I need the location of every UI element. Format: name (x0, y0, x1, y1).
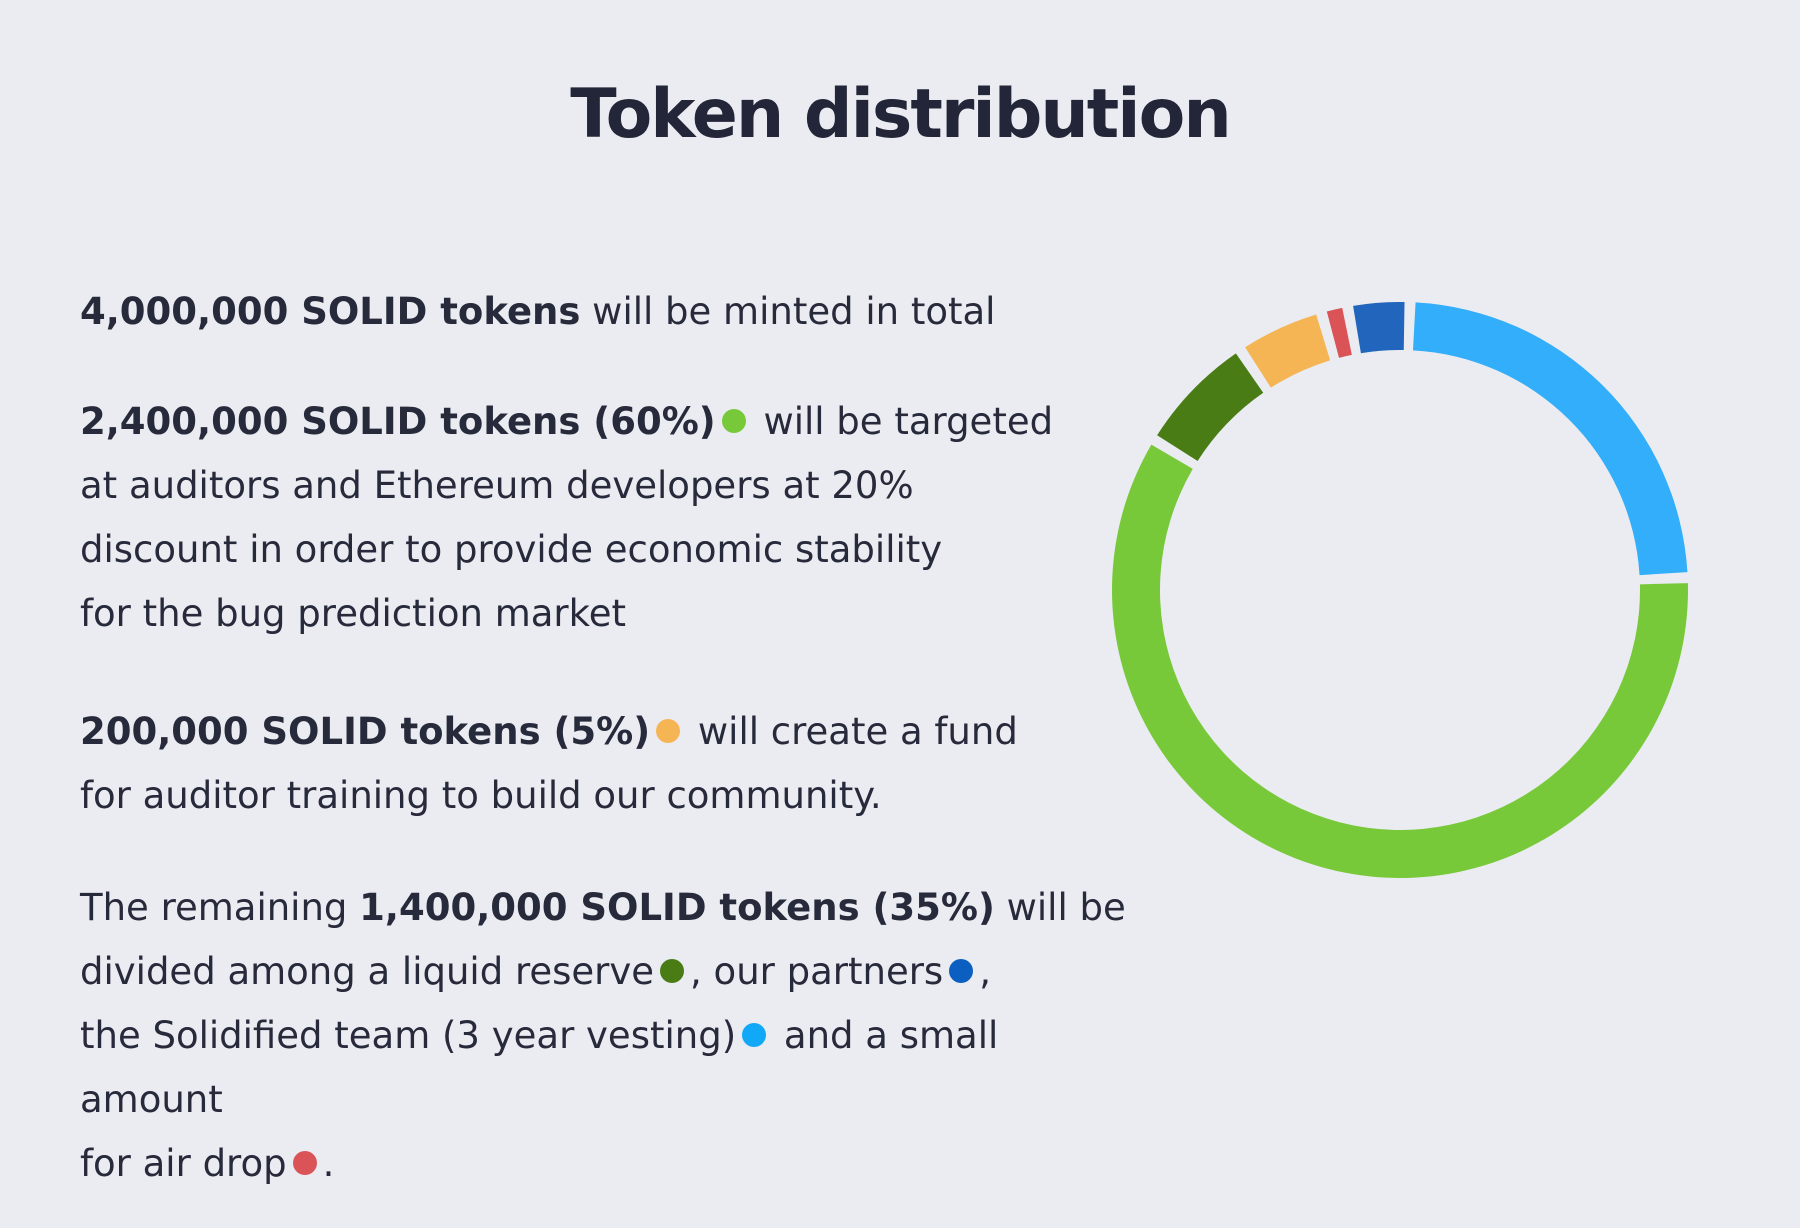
auditors-amount: 2,400,000 SOLID tokens (60%) (80, 400, 716, 443)
auditors-text-1: will be targeted (751, 400, 1054, 443)
donut-segment-air-drop (1326, 307, 1352, 358)
donut-chart (1100, 290, 1700, 890)
team-legend-dot (742, 1022, 767, 1047)
auditors-paragraph: 2,400,000 SOLID tokens (60%) will be tar… (80, 390, 1080, 646)
training-text-1: will create a fund (686, 710, 1018, 753)
donut-chart-svg (1112, 302, 1688, 878)
remaining-amount: 1,400,000 SOLID tokens (35%) (359, 886, 995, 929)
donut-segment-training (1245, 314, 1331, 388)
air-drop-period: . (322, 1142, 335, 1185)
auditors-legend-dot (721, 408, 746, 433)
training-amount: 200,000 SOLID tokens (5%) (80, 710, 651, 753)
air-drop-legend-dot (292, 1150, 317, 1175)
small-amount-text: and a small amount (80, 1014, 999, 1121)
liquid-reserve-text: divided among a liquid reserve (80, 950, 655, 993)
partners-legend-dot (949, 958, 974, 983)
training-legend-dot (656, 718, 681, 743)
training-paragraph: 200,000 SOLID tokens (5%) will create a … (80, 700, 1080, 828)
auditors-text-4: for the bug prediction market (80, 592, 627, 635)
page-title: Token distribution (570, 75, 1232, 154)
total-tokens-amount: 4,000,000 SOLID tokens (80, 290, 581, 333)
donut-segment-partners (1353, 302, 1405, 354)
team-text: the Solidified team (3 year vesting) (80, 1014, 737, 1057)
donut-segment-team (1412, 302, 1688, 576)
air-drop-text: for air drop (80, 1142, 287, 1185)
total-tokens-text: will be minted in total (580, 290, 996, 333)
remaining-post: will be (994, 886, 1126, 929)
remaining-pre: The remaining (80, 886, 360, 929)
liquid-reserve-legend-dot (660, 958, 685, 983)
donut-segment-auditors (1112, 444, 1688, 878)
training-text-2: for auditor training to build our commun… (80, 774, 882, 817)
partners-text: , our partners (690, 950, 944, 993)
donut-segment-liquid-reserve (1157, 353, 1264, 462)
auditors-text-3: discount in order to provide economic st… (80, 528, 943, 571)
partners-comma: , (979, 950, 991, 993)
remaining-paragraph: The remaining 1,400,000 SOLID tokens (35… (80, 876, 1150, 1196)
auditors-text-2: at auditors and Ethereum developers at 2… (80, 464, 914, 507)
total-minted-paragraph: 4,000,000 SOLID tokens will be minted in… (80, 280, 1150, 344)
